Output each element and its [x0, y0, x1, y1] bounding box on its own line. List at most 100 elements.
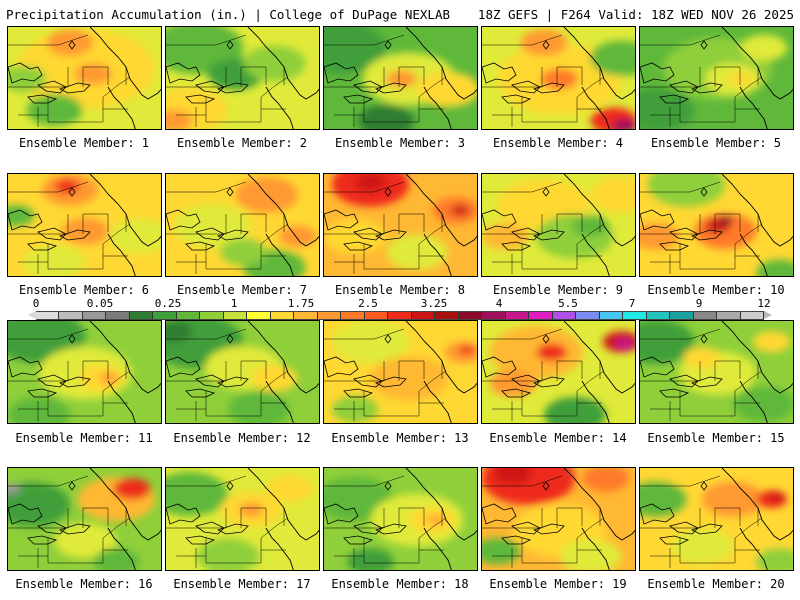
- state-border: [240, 360, 266, 381]
- great-lake-outline: [343, 94, 374, 104]
- great-lake-outline: [185, 388, 216, 398]
- map-lines: [8, 321, 161, 423]
- state-border: [8, 475, 89, 487]
- map-lines: [482, 27, 635, 129]
- station-marker-icon: [542, 187, 550, 197]
- great-lake-outline: [482, 209, 517, 231]
- map-lines: [640, 174, 793, 276]
- colorbar: 0 0.05 0.25 1 1.75 2.5 3.25 4 5.5 7 9 12: [10, 298, 790, 320]
- coastline: [739, 527, 768, 570]
- precip-map-svg: [640, 321, 793, 423]
- coastline: [721, 468, 793, 541]
- coastline: [107, 527, 136, 570]
- colorbar-tick-label: 0.25: [154, 297, 182, 310]
- colorbar-cell: [458, 312, 483, 319]
- colorbar-cell: [482, 312, 506, 319]
- colorbar-cell: [623, 312, 647, 319]
- precip-contour-4: [417, 71, 477, 108]
- station-marker-icon: [68, 40, 76, 50]
- precip-map-svg: [8, 27, 161, 129]
- colorbar-cell: [317, 312, 342, 319]
- state-border: [734, 378, 751, 392]
- state-border: [749, 370, 763, 380]
- precip-contour-2: [536, 343, 568, 362]
- station-marker-icon: [542, 40, 550, 50]
- coastline: [247, 27, 319, 100]
- state-border: [433, 223, 447, 233]
- colorbar-cell: [247, 312, 271, 319]
- state-border: [102, 84, 119, 98]
- state-border: [433, 76, 447, 86]
- ensemble-map-3: [323, 26, 478, 130]
- coastline: [721, 174, 793, 247]
- ensemble-map-19: [481, 467, 636, 571]
- coastline: [265, 527, 294, 570]
- colorbar-over-arrow: [764, 311, 772, 319]
- state-border: [260, 525, 277, 539]
- precip-contour-5: [559, 538, 622, 570]
- colorbar-tick-label: 0.05: [86, 297, 114, 310]
- coastline: [265, 86, 294, 129]
- precip-contour-3: [386, 70, 417, 88]
- state-border: [576, 525, 593, 539]
- colorbar-cell: [740, 312, 765, 319]
- precip-contour-5: [8, 65, 47, 93]
- precip-contour-5: [740, 34, 788, 62]
- great-lake-outline: [640, 209, 675, 231]
- colorbar-cell: [106, 312, 130, 319]
- coastline: [739, 380, 768, 423]
- precip-contour-4: [458, 345, 475, 355]
- precip-contour-4: [768, 492, 785, 502]
- precip-map-svg: [482, 468, 635, 570]
- precip-contour-3: [683, 346, 721, 369]
- great-lake-outline: [374, 82, 407, 94]
- colorbar-cell: [364, 312, 389, 319]
- great-lake-outline: [482, 503, 517, 525]
- state-border: [398, 507, 424, 528]
- map-lines: [640, 321, 793, 423]
- colorbar-cell: [270, 312, 295, 319]
- state-border: [240, 507, 266, 528]
- state-border: [591, 223, 605, 233]
- state-border: [275, 517, 289, 527]
- state-border: [418, 231, 435, 245]
- station-marker-icon: [226, 40, 234, 50]
- coastline: [721, 27, 793, 100]
- state-border: [166, 475, 247, 487]
- great-lake-outline: [37, 227, 67, 241]
- precip-contour-5: [347, 548, 394, 570]
- great-lake-outline: [195, 521, 225, 535]
- precip-contour-6: [590, 40, 635, 76]
- precip-map-svg: [166, 468, 319, 570]
- state-border: [521, 538, 578, 564]
- ensemble-map-4: [481, 26, 636, 130]
- member-label: Ensemble Member: 10: [647, 283, 785, 297]
- great-lake-outline: [166, 209, 201, 231]
- member-label: Ensemble Member: 18: [331, 577, 469, 591]
- member-label: Ensemble Member: 14: [489, 431, 627, 445]
- great-lake-outline: [216, 376, 249, 388]
- station-marker-icon: [68, 481, 76, 491]
- state-border: [398, 360, 424, 381]
- precip-contour-5: [612, 118, 635, 129]
- state-border: [117, 517, 131, 527]
- member-label: Ensemble Member: 19: [489, 577, 627, 591]
- station-marker-icon: [226, 187, 234, 197]
- precip-contour-4: [99, 372, 119, 384]
- great-lake-outline: [374, 376, 407, 388]
- state-border: [418, 525, 435, 539]
- ensemble-map-13: [323, 320, 478, 424]
- precip-contour-4: [717, 216, 733, 226]
- state-border: [556, 360, 582, 381]
- member-label: Ensemble Member: 11: [15, 431, 153, 445]
- great-lake-outline: [659, 535, 690, 545]
- precip-contour-1: [8, 482, 70, 527]
- precip-contour-4: [8, 204, 35, 227]
- station-marker-icon: [542, 334, 550, 344]
- map-lines: [482, 321, 635, 423]
- coastline: [247, 321, 319, 394]
- state-border: [640, 475, 721, 487]
- state-border: [82, 213, 108, 234]
- great-lake-outline: [27, 535, 58, 545]
- great-lake-outline: [640, 503, 675, 525]
